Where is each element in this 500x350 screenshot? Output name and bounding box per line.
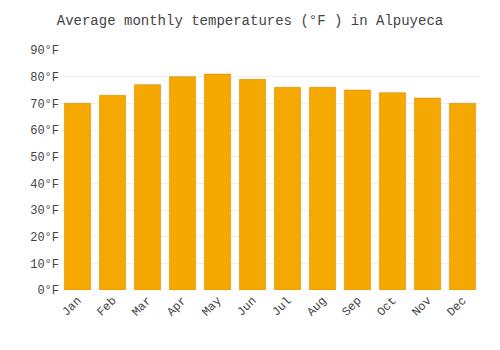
svg-text:Aug: Aug	[304, 294, 329, 319]
svg-text:30°F: 30°F	[30, 204, 59, 218]
svg-text:80°F: 80°F	[30, 71, 59, 85]
svg-text:20°F: 20°F	[30, 231, 59, 245]
svg-text:Oct: Oct	[374, 294, 399, 319]
svg-text:60°F: 60°F	[30, 124, 59, 138]
svg-text:50°F: 50°F	[30, 151, 59, 165]
svg-text:70°F: 70°F	[30, 98, 59, 112]
svg-text:Dec: Dec	[444, 294, 469, 319]
svg-text:0°F: 0°F	[37, 284, 59, 298]
svg-text:40°F: 40°F	[30, 178, 59, 192]
svg-text:Jun: Jun	[234, 294, 259, 319]
svg-text:Sep: Sep	[339, 294, 364, 319]
svg-text:Feb: Feb	[94, 294, 119, 319]
svg-text:Jul: Jul	[269, 294, 294, 319]
svg-text:10°F: 10°F	[30, 258, 59, 272]
svg-text:Mar: Mar	[129, 294, 154, 319]
svg-text:Nov: Nov	[409, 294, 434, 319]
svg-text:May: May	[199, 294, 224, 319]
svg-text:90°F: 90°F	[30, 44, 59, 58]
svg-text:Average monthly temperatures (: Average monthly temperatures (°F ) in Al…	[57, 13, 443, 29]
svg-text:Jan: Jan	[59, 294, 84, 319]
svg-text:Apr: Apr	[164, 294, 189, 319]
